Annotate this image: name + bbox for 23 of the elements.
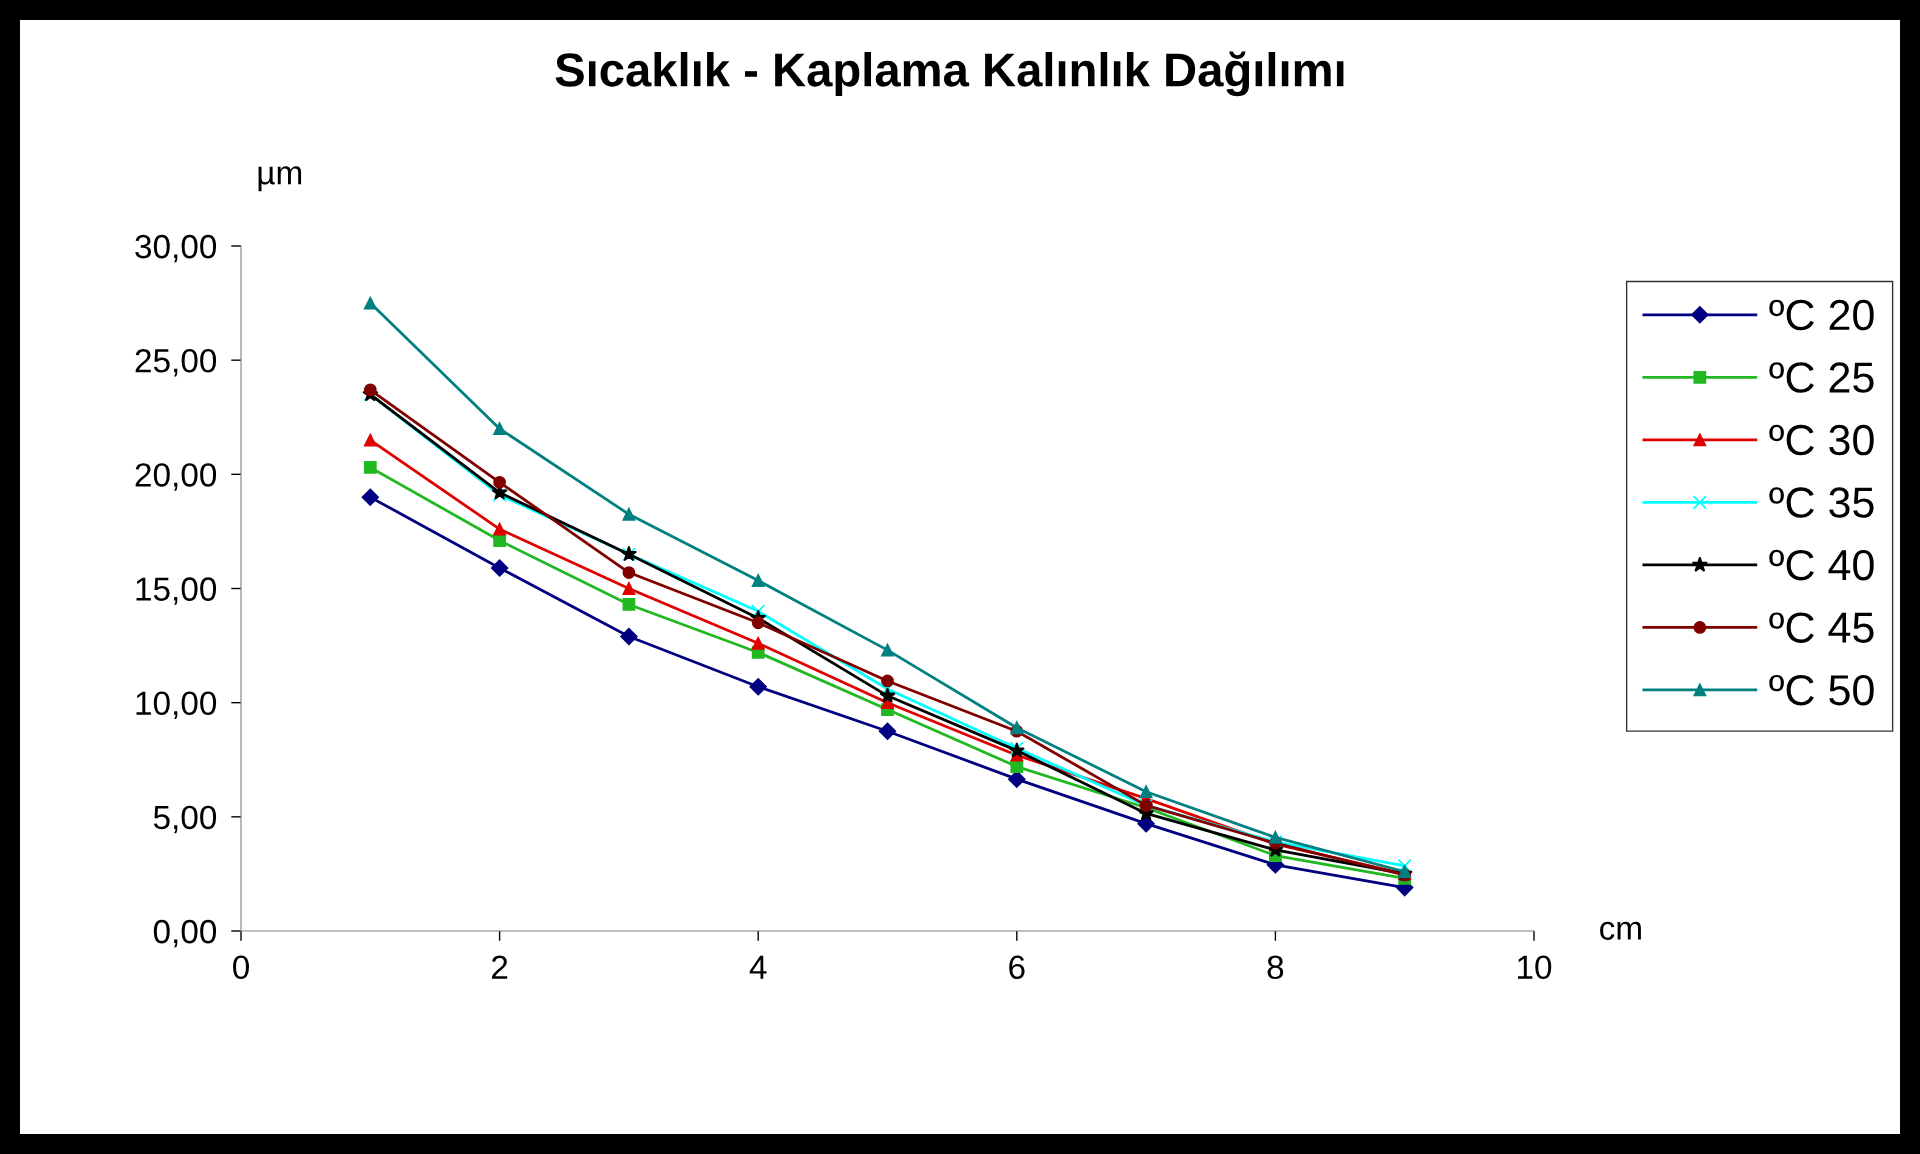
- legend-label: ºC 35: [1769, 487, 1874, 518]
- x-tick-label: 6: [1009, 955, 1025, 980]
- legend-label: ºC 50: [1769, 674, 1874, 706]
- y-axis-title: µm: [258, 166, 302, 192]
- y-tick-label: 20,00: [135, 463, 217, 491]
- x-tick-label: 8: [1267, 955, 1284, 980]
- legend-label: ºC 40: [1769, 549, 1874, 581]
- legend-label: ºC 25: [1769, 362, 1874, 393]
- x-tick-label: 0: [233, 955, 249, 980]
- y-tick-label: 25,00: [135, 348, 217, 377]
- x-axis-title: cm: [1600, 921, 1641, 940]
- x-tick-label: 10: [1518, 955, 1552, 980]
- y-tick-label: 15,00: [136, 577, 217, 605]
- y-tick-label: 0,00: [153, 919, 217, 948]
- y-tick-label: 5,00: [153, 805, 217, 834]
- legend-label: ºC 20: [1769, 299, 1874, 331]
- legend-label: ºC 30: [1769, 424, 1874, 456]
- legend-label: ºC 45: [1769, 612, 1874, 643]
- x-tick-label: 4: [749, 955, 767, 979]
- y-tick-label: 30,00: [135, 234, 217, 263]
- chart-title: Sıcaklık - Kaplama Kalınlık Dağılımı: [555, 51, 1344, 97]
- y-tick-label: 10,00: [136, 691, 217, 720]
- x-tick-label: 2: [492, 955, 508, 979]
